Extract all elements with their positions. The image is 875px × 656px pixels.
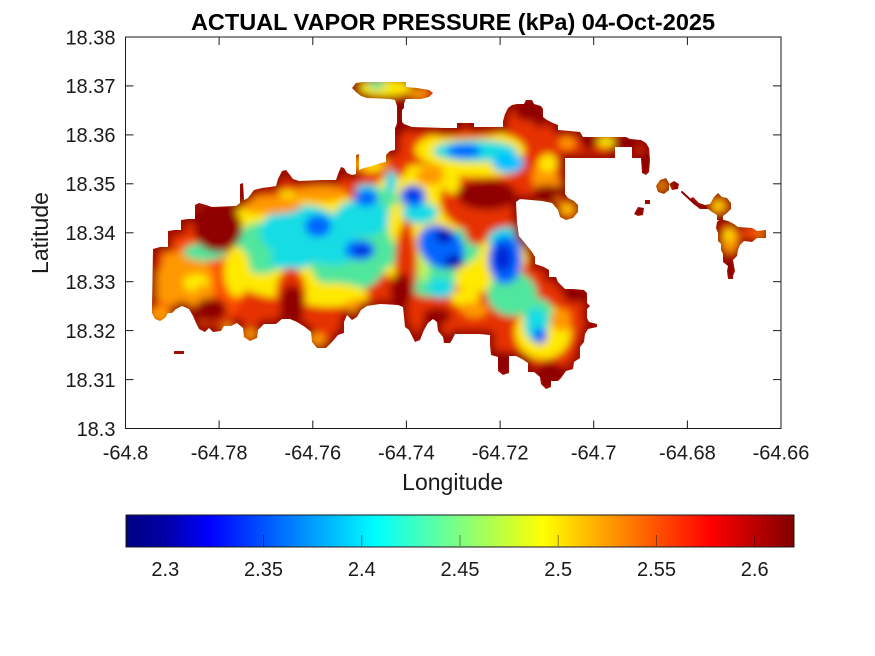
svg-text:-64.68: -64.68 <box>659 443 716 465</box>
svg-text:2.55: 2.55 <box>637 559 676 581</box>
svg-text:2.35: 2.35 <box>244 559 283 581</box>
svg-text:2.5: 2.5 <box>544 559 572 581</box>
svg-text:-64.7: -64.7 <box>571 443 617 465</box>
svg-text:ACTUAL VAPOR PRESSURE (kPa) 04: ACTUAL VAPOR PRESSURE (kPa) 04-Oct-2025 <box>191 9 715 35</box>
svg-text:2.6: 2.6 <box>741 559 769 581</box>
svg-text:-64.66: -64.66 <box>753 443 810 465</box>
svg-text:18.34: 18.34 <box>65 223 115 245</box>
svg-text:-64.74: -64.74 <box>378 443 435 465</box>
svg-text:18.38: 18.38 <box>65 27 115 49</box>
svg-text:Longitude: Longitude <box>402 469 503 495</box>
svg-text:2.45: 2.45 <box>441 559 480 581</box>
svg-text:2.3: 2.3 <box>151 559 179 581</box>
svg-text:-64.8: -64.8 <box>103 443 149 465</box>
svg-text:18.36: 18.36 <box>65 125 115 147</box>
svg-text:18.35: 18.35 <box>65 174 115 196</box>
svg-text:-64.78: -64.78 <box>191 443 248 465</box>
svg-text:18.3: 18.3 <box>77 419 116 441</box>
svg-text:-64.76: -64.76 <box>284 443 341 465</box>
svg-text:2.4: 2.4 <box>348 559 376 581</box>
svg-text:-64.72: -64.72 <box>472 443 529 465</box>
svg-text:18.32: 18.32 <box>65 321 115 343</box>
svg-text:Latitude: Latitude <box>27 192 53 274</box>
svg-text:18.37: 18.37 <box>65 76 115 98</box>
svg-text:18.31: 18.31 <box>65 370 115 392</box>
svg-text:18.33: 18.33 <box>65 272 115 294</box>
